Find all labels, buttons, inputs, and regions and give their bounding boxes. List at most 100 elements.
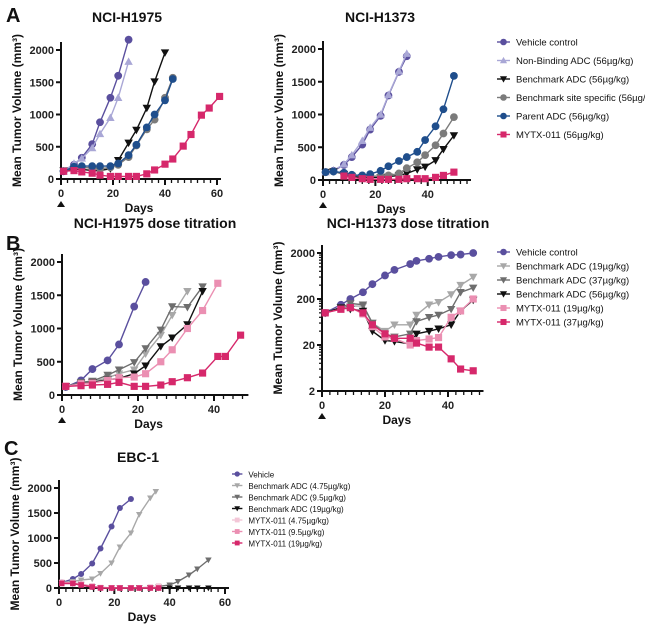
series-line bbox=[65, 282, 219, 388]
data-point bbox=[446, 321, 456, 330]
data-point bbox=[88, 169, 96, 177]
legend-label: Vehicle bbox=[248, 471, 274, 480]
data-point bbox=[88, 576, 96, 583]
y-tick-label: 0 bbox=[49, 390, 55, 402]
data-point bbox=[413, 158, 422, 167]
legend-item: Benchmark ADC (56µg/kg) bbox=[497, 290, 629, 301]
data-point bbox=[214, 352, 222, 361]
legend-marker-icon bbox=[500, 318, 507, 326]
legend-item: MYTX-011 (19µg/kg) bbox=[232, 540, 323, 549]
data-point bbox=[168, 346, 176, 354]
data-point bbox=[366, 175, 374, 183]
data-point bbox=[237, 331, 245, 339]
x-axis-label: Days bbox=[134, 417, 163, 431]
data-point bbox=[106, 162, 115, 171]
data-point bbox=[405, 321, 415, 330]
data-point bbox=[469, 249, 478, 257]
legend-marker-icon bbox=[234, 494, 241, 500]
data-point bbox=[141, 278, 150, 286]
data-point bbox=[116, 505, 123, 511]
data-point bbox=[89, 560, 96, 567]
legend-label: Non-Binding ADC (56µg/kg) bbox=[516, 56, 633, 67]
dosing-marker-icon bbox=[57, 201, 65, 207]
y-tick-label: 2 bbox=[309, 386, 315, 398]
legend-marker-icon bbox=[500, 248, 507, 256]
data-point bbox=[390, 321, 399, 330]
dosing-marker-icon bbox=[58, 417, 66, 423]
legend-marker-icon bbox=[500, 94, 507, 101]
x-tick-label: 40 bbox=[208, 404, 220, 416]
data-point bbox=[439, 129, 448, 138]
data-point bbox=[95, 129, 105, 138]
legend-marker-icon bbox=[500, 38, 507, 46]
legend-label: MYTX-011 (56µg/kg) bbox=[516, 130, 604, 141]
legend-label: MYTX-011 (19µg/kg) bbox=[516, 304, 604, 315]
legend-label: MYTX-011 (9.5µg/kg) bbox=[248, 528, 324, 537]
legend-item: MYTX-011 (56µg/kg) bbox=[497, 130, 604, 141]
data-point bbox=[434, 334, 443, 342]
data-point bbox=[147, 585, 154, 591]
data-point bbox=[413, 166, 422, 174]
data-point bbox=[106, 172, 114, 180]
y-tick-label: 1000 bbox=[30, 110, 54, 122]
data-point bbox=[376, 166, 385, 175]
data-point bbox=[394, 67, 404, 75]
legend: Vehicle Benchmark ADC (4.75µg/kg) Benchmar… bbox=[232, 471, 351, 549]
data-point bbox=[78, 571, 85, 577]
data-point bbox=[128, 585, 134, 591]
data-point bbox=[456, 281, 465, 290]
x-tick-label: 40 bbox=[164, 597, 176, 609]
y-tick-label: 1500 bbox=[28, 508, 52, 520]
data-point bbox=[124, 57, 133, 65]
data-point bbox=[132, 126, 141, 135]
y-tick-label: 1500 bbox=[30, 77, 54, 89]
data-point bbox=[77, 154, 87, 162]
legend-marker-icon bbox=[234, 483, 241, 489]
series-line bbox=[65, 290, 188, 388]
data-point bbox=[395, 157, 403, 165]
data-point bbox=[167, 311, 177, 320]
data-point bbox=[198, 288, 207, 296]
data-point bbox=[425, 335, 433, 343]
data-point bbox=[96, 162, 104, 171]
data-point bbox=[88, 381, 96, 389]
data-point bbox=[390, 334, 399, 342]
series-non-binding-adc-56ug-kg bbox=[59, 57, 133, 175]
y-tick-label: 1500 bbox=[31, 290, 55, 302]
y-tick-label: 1000 bbox=[31, 324, 55, 336]
legend-marker-icon bbox=[234, 540, 240, 546]
data-point bbox=[457, 307, 465, 315]
data-point bbox=[358, 175, 366, 183]
data-point bbox=[450, 71, 458, 80]
data-point bbox=[447, 355, 455, 363]
data-point bbox=[348, 173, 356, 181]
data-point bbox=[156, 343, 166, 351]
data-point bbox=[390, 265, 399, 274]
data-point bbox=[339, 160, 349, 168]
data-point bbox=[106, 93, 115, 102]
data-point bbox=[405, 330, 415, 339]
x-tick-label: 0 bbox=[58, 188, 64, 200]
data-point bbox=[368, 280, 377, 289]
series-mytx-011-19ug-kg bbox=[62, 279, 222, 390]
data-point bbox=[199, 306, 207, 315]
data-point bbox=[368, 321, 376, 329]
series-line bbox=[63, 52, 166, 172]
legend-marker-icon bbox=[234, 529, 240, 534]
data-point bbox=[77, 382, 85, 390]
legend-marker-icon bbox=[234, 471, 240, 477]
dosing-marker-icon bbox=[319, 202, 327, 208]
data-point bbox=[108, 585, 115, 591]
data-point bbox=[77, 162, 86, 171]
data-point bbox=[183, 303, 192, 312]
data-point bbox=[450, 168, 458, 176]
legend-marker-icon bbox=[500, 131, 507, 138]
legend-label: Benchmark ADC (19µg/kg) bbox=[516, 262, 629, 273]
data-point bbox=[421, 175, 429, 183]
y-tick-label: 200 bbox=[297, 294, 315, 306]
data-point bbox=[447, 251, 456, 260]
data-point bbox=[457, 365, 465, 373]
data-point bbox=[161, 96, 169, 105]
data-point bbox=[205, 585, 212, 592]
chart-nci-h1373-dose-titration: NCI-H1373 dose titration 0 20 40 2 20 200 2000 D… bbox=[271, 215, 629, 427]
